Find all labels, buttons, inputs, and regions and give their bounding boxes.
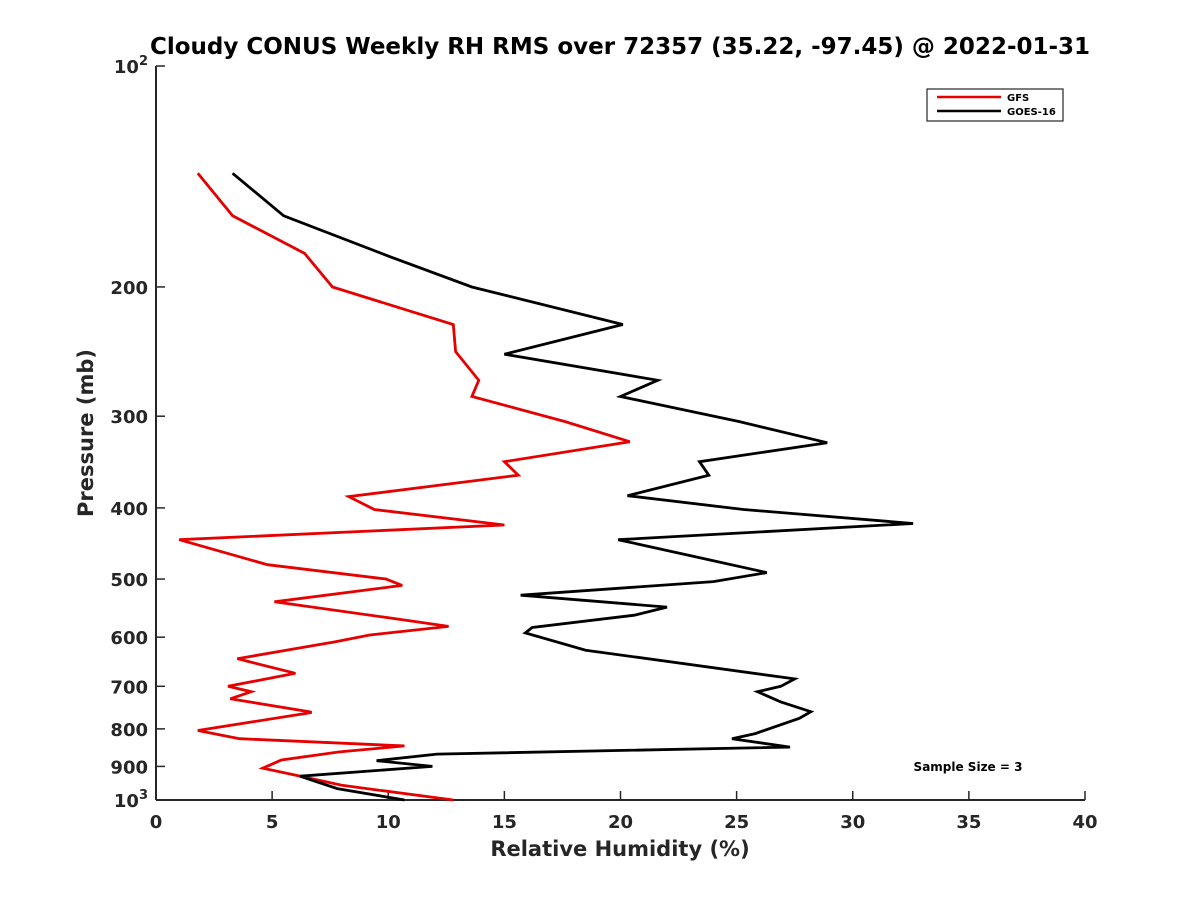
x-ticks: 0 5 10 15 20 25 30 35 40 <box>150 791 1098 833</box>
legend: GFS GOES-16 <box>926 88 1064 122</box>
y-tick-label: 103 <box>114 788 148 812</box>
sample-size-annotation: Sample Size = 3 <box>914 760 1023 774</box>
y-tick-label: 600 <box>110 628 148 649</box>
x-tick-label: 20 <box>608 812 633 833</box>
x-tick-label: 5 <box>266 812 279 833</box>
y-axis-label: Pressure (mb) <box>74 349 98 517</box>
y-tick-label: 500 <box>110 570 148 591</box>
x-tick-label: 30 <box>840 812 865 833</box>
y-tick-label: 300 <box>110 407 148 428</box>
y-ticks: 102 200 300 400 500 600 700 800 900 103 <box>110 54 165 812</box>
chart-title: Cloudy CONUS Weekly RH RMS over 72357 (3… <box>150 34 1090 60</box>
y-tick-label: 900 <box>110 757 148 778</box>
x-tick-label: 35 <box>956 812 981 833</box>
x-tick-label: 10 <box>376 812 401 833</box>
y-tick-label: 700 <box>110 677 148 698</box>
series-line-goes16 <box>231 172 914 802</box>
x-tick-label: 25 <box>724 812 749 833</box>
x-tick-label: 0 <box>150 812 163 833</box>
series-lines <box>178 172 914 802</box>
y-tick-label: 102 <box>114 54 148 78</box>
series-line-gfs <box>178 172 631 802</box>
plot-area: 0 5 10 15 20 25 30 35 40 102 200 300 400 500 600 700 80… <box>110 54 1097 833</box>
x-tick-label: 15 <box>492 812 517 833</box>
x-tick-label: 40 <box>1072 812 1097 833</box>
y-tick-label: 400 <box>110 499 148 520</box>
legend-box <box>926 88 1064 122</box>
legend-label-gfs: GFS <box>1007 93 1029 104</box>
legend-label-goes16: GOES-16 <box>1007 107 1056 118</box>
y-tick-label: 200 <box>110 278 148 299</box>
x-axis-label: Relative Humidity (%) <box>490 837 749 861</box>
y-tick-label: 800 <box>110 720 148 741</box>
